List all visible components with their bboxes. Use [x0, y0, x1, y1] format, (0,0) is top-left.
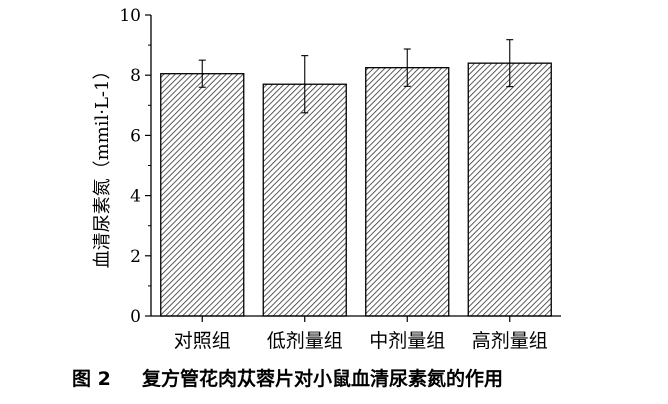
y-axis	[145, 14, 561, 322]
y-tick-label: 10	[119, 6, 141, 26]
y-tick-label: 2	[130, 247, 141, 267]
y-tick-label: 8	[130, 66, 141, 86]
x-category-label: 低剂量组	[267, 330, 343, 352]
x-category-label: 高剂量组	[472, 330, 548, 352]
bar	[160, 73, 245, 317]
bar	[262, 83, 347, 317]
x-category-label: 对照组	[174, 330, 231, 352]
bars-group	[160, 62, 552, 317]
caption-text: 复方管花肉苁蓉片对小鼠血清尿素氮的作用	[141, 367, 503, 390]
x-category-label: 中剂量组	[369, 330, 445, 352]
figure-caption: 图 2 复方管花肉苁蓉片对小鼠血清尿素氮的作用	[72, 367, 503, 390]
y-tick-label: 6	[130, 126, 141, 146]
y-tick-label: 0	[130, 307, 141, 327]
y-axis-label: 血清尿素氮（mmil·L-1）	[92, 62, 113, 269]
y-tick-label: 4	[130, 187, 141, 207]
error-bars-group	[198, 39, 514, 114]
x-category-labels: 对照组 低剂量组 中剂量组 高剂量组	[174, 330, 548, 352]
bar	[467, 62, 552, 317]
caption-label: 图 2	[72, 368, 111, 390]
y-tick-labels: 0 2 4 6 8 10	[119, 6, 141, 327]
bar	[365, 67, 450, 317]
